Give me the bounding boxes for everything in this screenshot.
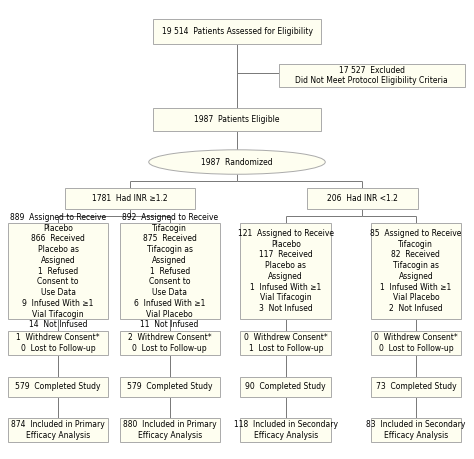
Text: 206  Had INR <1.2: 206 Had INR <1.2 xyxy=(327,194,398,203)
Text: 1987  Randomized: 1987 Randomized xyxy=(201,157,273,167)
Text: 892  Assigned to Receive
Tifacogin
875  Received
Tifacogin as
Assigned
1  Refuse: 892 Assigned to Receive Tifacogin 875 Re… xyxy=(122,213,218,329)
Text: 19 514  Patients Assessed for Eligibility: 19 514 Patients Assessed for Eligibility xyxy=(162,27,312,36)
FancyBboxPatch shape xyxy=(371,377,461,397)
FancyBboxPatch shape xyxy=(240,418,331,442)
FancyBboxPatch shape xyxy=(240,377,331,397)
Text: 90  Completed Study: 90 Completed Study xyxy=(246,382,326,392)
Text: 1987  Patients Eligible: 1987 Patients Eligible xyxy=(194,115,280,124)
Text: 83  Included in Secondary
Efficacy Analysis: 83 Included in Secondary Efficacy Analys… xyxy=(366,420,465,440)
FancyBboxPatch shape xyxy=(371,331,461,355)
FancyBboxPatch shape xyxy=(240,224,331,319)
FancyBboxPatch shape xyxy=(371,418,461,442)
Text: 0  Withdrew Consent*
1  Lost to Follow-up: 0 Withdrew Consent* 1 Lost to Follow-up xyxy=(244,333,328,353)
FancyBboxPatch shape xyxy=(154,19,320,44)
FancyBboxPatch shape xyxy=(120,418,219,442)
FancyBboxPatch shape xyxy=(8,331,108,355)
FancyBboxPatch shape xyxy=(240,331,331,355)
FancyBboxPatch shape xyxy=(8,418,108,442)
Text: 874  Included in Primary
Efficacy Analysis: 874 Included in Primary Efficacy Analysi… xyxy=(11,420,105,440)
Text: 1781  Had INR ≥1.2: 1781 Had INR ≥1.2 xyxy=(92,194,168,203)
FancyBboxPatch shape xyxy=(120,331,219,355)
Text: 17 527  Excluded
Did Not Meet Protocol Eligibility Criteria: 17 527 Excluded Did Not Meet Protocol El… xyxy=(295,66,448,85)
FancyBboxPatch shape xyxy=(279,64,465,87)
Text: 85  Assigned to Receive
Tifacogin
82  Received
Tifacogin as
Assigned
1  Infused : 85 Assigned to Receive Tifacogin 82 Rece… xyxy=(370,229,462,313)
Text: 579  Completed Study: 579 Completed Study xyxy=(127,382,212,392)
Text: 1  Withdrew Consent*
0  Lost to Follow-up: 1 Withdrew Consent* 0 Lost to Follow-up xyxy=(16,333,100,353)
FancyBboxPatch shape xyxy=(154,108,320,131)
FancyBboxPatch shape xyxy=(8,224,108,319)
Text: 0  Withdrew Consent*
0  Lost to Follow-up: 0 Withdrew Consent* 0 Lost to Follow-up xyxy=(374,333,458,353)
Text: 880  Included in Primary
Efficacy Analysis: 880 Included in Primary Efficacy Analysi… xyxy=(123,420,217,440)
FancyBboxPatch shape xyxy=(8,377,108,397)
Text: 121  Assigned to Receive
Placebo
117  Received
Placebo as
Assigned
1  Infused Wi: 121 Assigned to Receive Placebo 117 Rece… xyxy=(238,229,334,313)
FancyBboxPatch shape xyxy=(120,377,219,397)
FancyBboxPatch shape xyxy=(65,188,195,209)
Text: 73  Completed Study: 73 Completed Study xyxy=(375,382,456,392)
Text: 118  Included in Secondary
Efficacy Analysis: 118 Included in Secondary Efficacy Analy… xyxy=(234,420,338,440)
Ellipse shape xyxy=(149,150,325,174)
FancyBboxPatch shape xyxy=(307,188,418,209)
Text: 889  Assigned to Receive
Placebo
866  Received
Placebo as
Assigned
1  Refused
Co: 889 Assigned to Receive Placebo 866 Rece… xyxy=(10,213,106,329)
Text: 579  Completed Study: 579 Completed Study xyxy=(16,382,101,392)
FancyBboxPatch shape xyxy=(371,224,461,319)
FancyBboxPatch shape xyxy=(120,224,219,319)
Text: 2  Withdrew Consent*
0  Lost to Follow-up: 2 Withdrew Consent* 0 Lost to Follow-up xyxy=(128,333,211,353)
